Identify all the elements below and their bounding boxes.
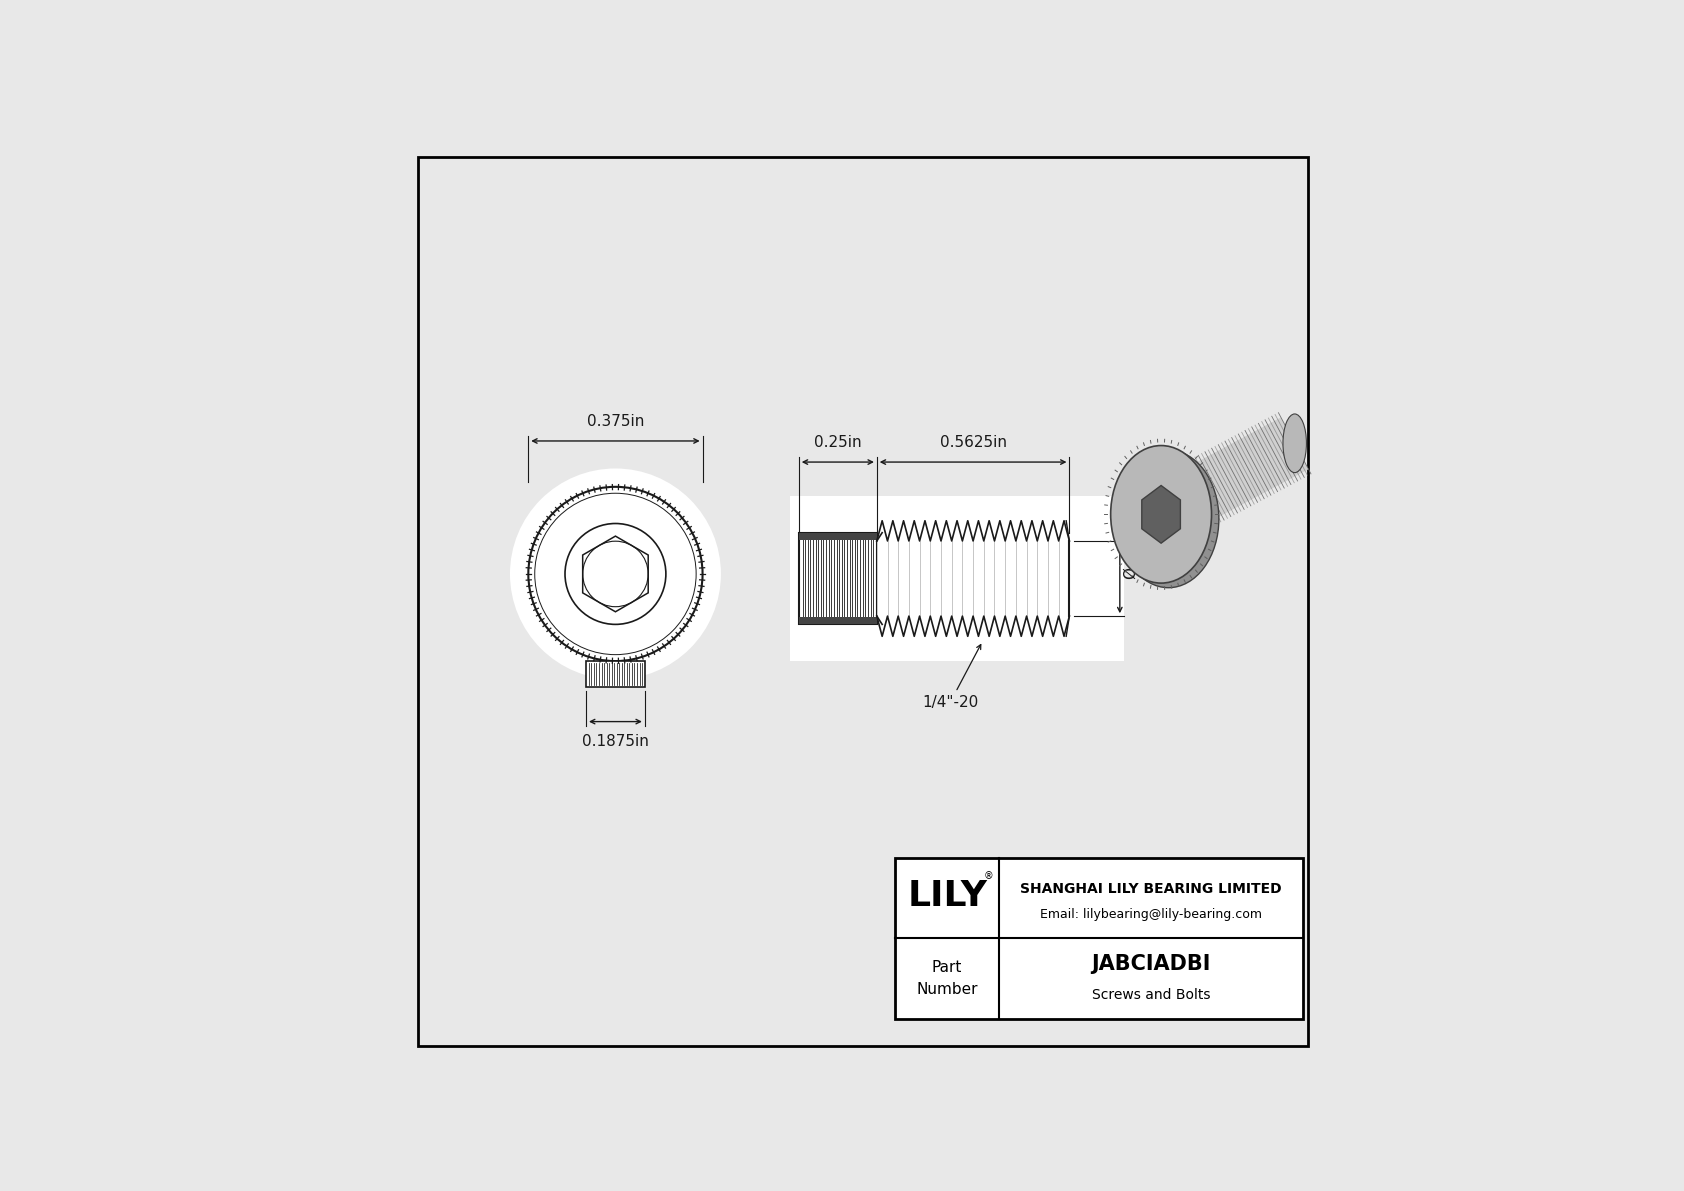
Bar [586,661,645,687]
Ellipse shape [1111,445,1211,584]
Circle shape [510,468,721,679]
Ellipse shape [1118,450,1219,587]
Text: Screws and Bolts: Screws and Bolts [1091,987,1211,1002]
Text: Email: lilybearing@lily-bearing.com: Email: lilybearing@lily-bearing.com [1041,908,1263,921]
Bar [790,495,1125,661]
Circle shape [566,524,665,624]
Text: SHANGHAI LILY BEARING LIMITED: SHANGHAI LILY BEARING LIMITED [1021,881,1282,896]
Text: 0.25in: 0.25in [813,435,862,450]
Text: 0.1875in: 0.1875in [583,734,648,748]
Bar [798,617,877,624]
Text: Part
Number: Part Number [916,960,978,997]
Bar [798,532,877,540]
Ellipse shape [1283,414,1307,473]
Bar [798,532,877,624]
Circle shape [529,487,702,661]
Bar [896,859,1303,1018]
Polygon shape [1147,417,1308,541]
Text: 0.5625in: 0.5625in [940,435,1007,450]
Text: 0.375in: 0.375in [586,414,643,429]
Bar [896,859,1303,1018]
Text: 1/4"-20: 1/4"-20 [923,644,980,710]
Text: JABCIADBI: JABCIADBI [1091,954,1211,974]
Text: ®: ® [983,872,994,881]
Text: Ø 0.25in: Ø 0.25in [1123,515,1138,579]
Polygon shape [1142,486,1180,543]
Text: LILY: LILY [908,879,987,912]
Bar [877,541,1069,616]
